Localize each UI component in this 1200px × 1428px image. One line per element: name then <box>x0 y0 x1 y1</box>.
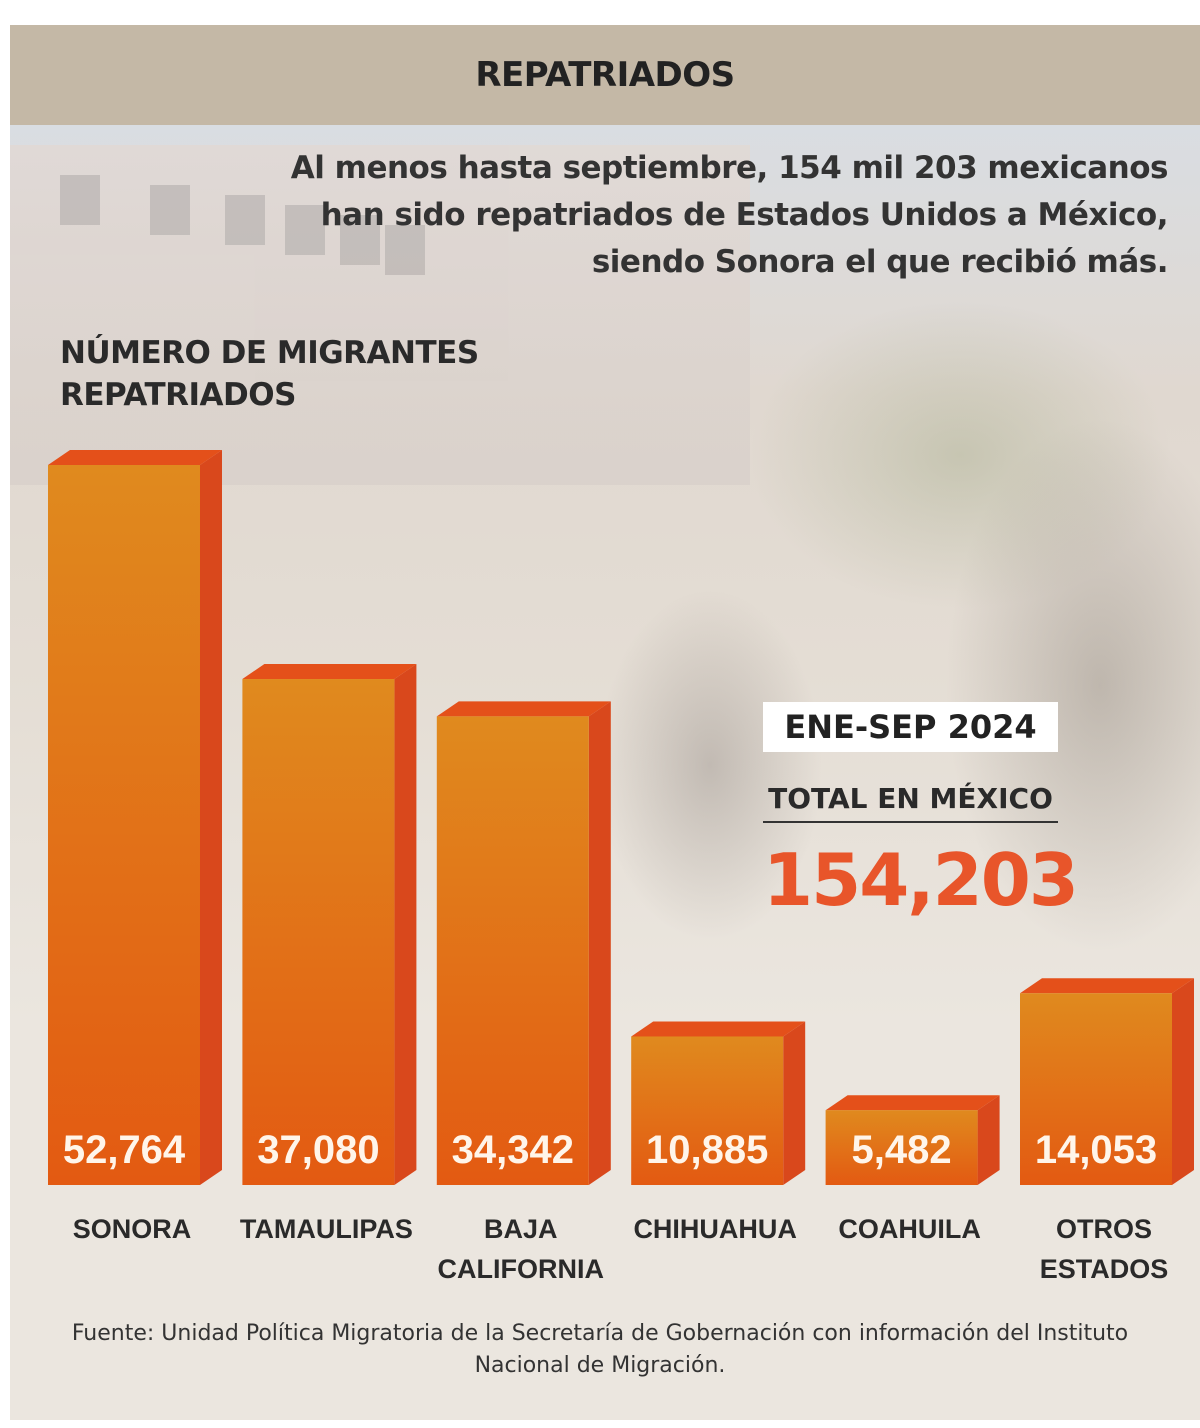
bar-top <box>48 450 222 465</box>
header-band: REPATRIADOS <box>10 25 1200 125</box>
category-label: ESTADOS <box>1040 1254 1169 1284</box>
value-label: 5,482 <box>852 1128 952 1172</box>
value-label: 37,080 <box>257 1128 379 1172</box>
category-label: OTROS <box>1056 1214 1152 1244</box>
total-value: 154,203 <box>763 838 1079 922</box>
background-building <box>10 145 750 485</box>
bar <box>48 465 200 1185</box>
category-label: COAHUILA <box>838 1214 981 1244</box>
period-badge: ENE-SEP 2024 <box>763 702 1058 752</box>
page-title: REPATRIADOS <box>475 55 735 95</box>
total-label: TOTAL EN MÉXICO <box>763 782 1058 823</box>
bar-top <box>436 701 611 717</box>
bar <box>242 679 395 1185</box>
category-label: CHIHUAHUA <box>633 1214 797 1244</box>
bar <box>1020 993 1172 1185</box>
category-label: BAJA <box>484 1214 558 1244</box>
bar-side <box>588 701 611 1185</box>
bar <box>631 1036 784 1185</box>
bar-side <box>1172 978 1194 1185</box>
bar-side <box>783 1021 806 1185</box>
value-label: 14,053 <box>1035 1128 1157 1172</box>
value-label: 34,342 <box>452 1128 574 1172</box>
bar-side <box>977 1095 1000 1185</box>
bar <box>436 716 589 1185</box>
lede-text: Al menos hasta septiembre, 154 mil 203 m… <box>290 150 1169 280</box>
chart-title: NÚMERO DE MIGRANTES REPATRIADOS <box>60 335 479 413</box>
value-label: 10,885 <box>646 1128 768 1172</box>
category-label: CALIFORNIA <box>438 1254 604 1284</box>
bar-top <box>1020 978 1194 994</box>
category-label: TAMAULIPAS <box>240 1214 413 1244</box>
bar-side <box>394 664 417 1185</box>
bar-top <box>242 664 417 680</box>
bar-top <box>631 1021 806 1037</box>
bar <box>825 1110 978 1185</box>
category-label: SONORA <box>73 1214 192 1244</box>
bar-side <box>200 450 222 1185</box>
source-note: Fuente: Unidad Política Migratoria de la… <box>71 1321 1129 1378</box>
bar-top <box>825 1095 1000 1111</box>
value-label: 52,764 <box>63 1128 186 1172</box>
